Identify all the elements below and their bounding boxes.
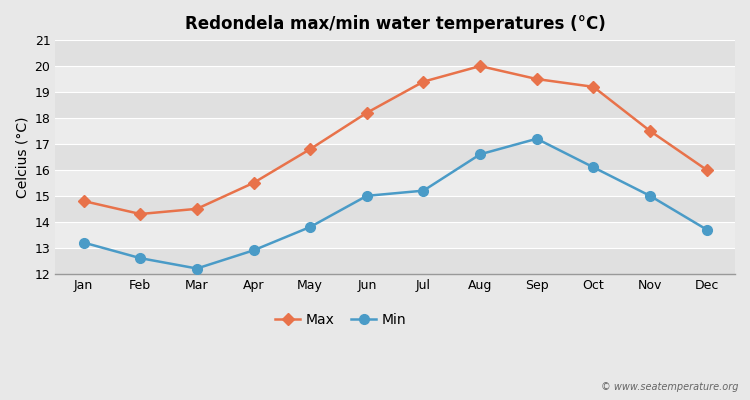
Min — [306, 224, 315, 229]
Min — [193, 266, 202, 271]
Bar — [56, 92, 735, 118]
Min — [249, 248, 258, 253]
Max — [532, 77, 542, 82]
Max — [476, 64, 484, 68]
Title: Redondela max/min water temperatures (°C): Redondela max/min water temperatures (°C… — [184, 15, 605, 33]
Max — [419, 79, 428, 84]
Bar — [56, 40, 735, 66]
Min — [362, 194, 371, 198]
Y-axis label: Celcius (°C): Celcius (°C) — [15, 116, 29, 198]
Bar — [56, 118, 735, 144]
Min — [136, 256, 145, 260]
Min — [702, 227, 711, 232]
Text: © www.seatemperature.org: © www.seatemperature.org — [602, 382, 739, 392]
Max — [646, 128, 655, 133]
Max — [79, 199, 88, 204]
Min — [79, 240, 88, 245]
Line: Max: Max — [80, 62, 711, 218]
Legend: Max, Min: Max, Min — [269, 307, 412, 332]
Line: Min: Min — [79, 134, 712, 273]
Bar — [56, 144, 735, 170]
Min — [476, 152, 484, 157]
Bar — [56, 196, 735, 222]
Max — [193, 206, 202, 211]
Min — [419, 188, 428, 193]
Max — [589, 84, 598, 89]
Min — [646, 194, 655, 198]
Min — [532, 136, 542, 141]
Max — [306, 147, 315, 152]
Bar — [56, 248, 735, 274]
Max — [249, 180, 258, 185]
Bar — [56, 66, 735, 92]
Max — [136, 212, 145, 216]
Bar — [56, 170, 735, 196]
Bar — [56, 222, 735, 248]
Min — [589, 165, 598, 170]
Max — [702, 168, 711, 172]
Max — [362, 110, 371, 115]
